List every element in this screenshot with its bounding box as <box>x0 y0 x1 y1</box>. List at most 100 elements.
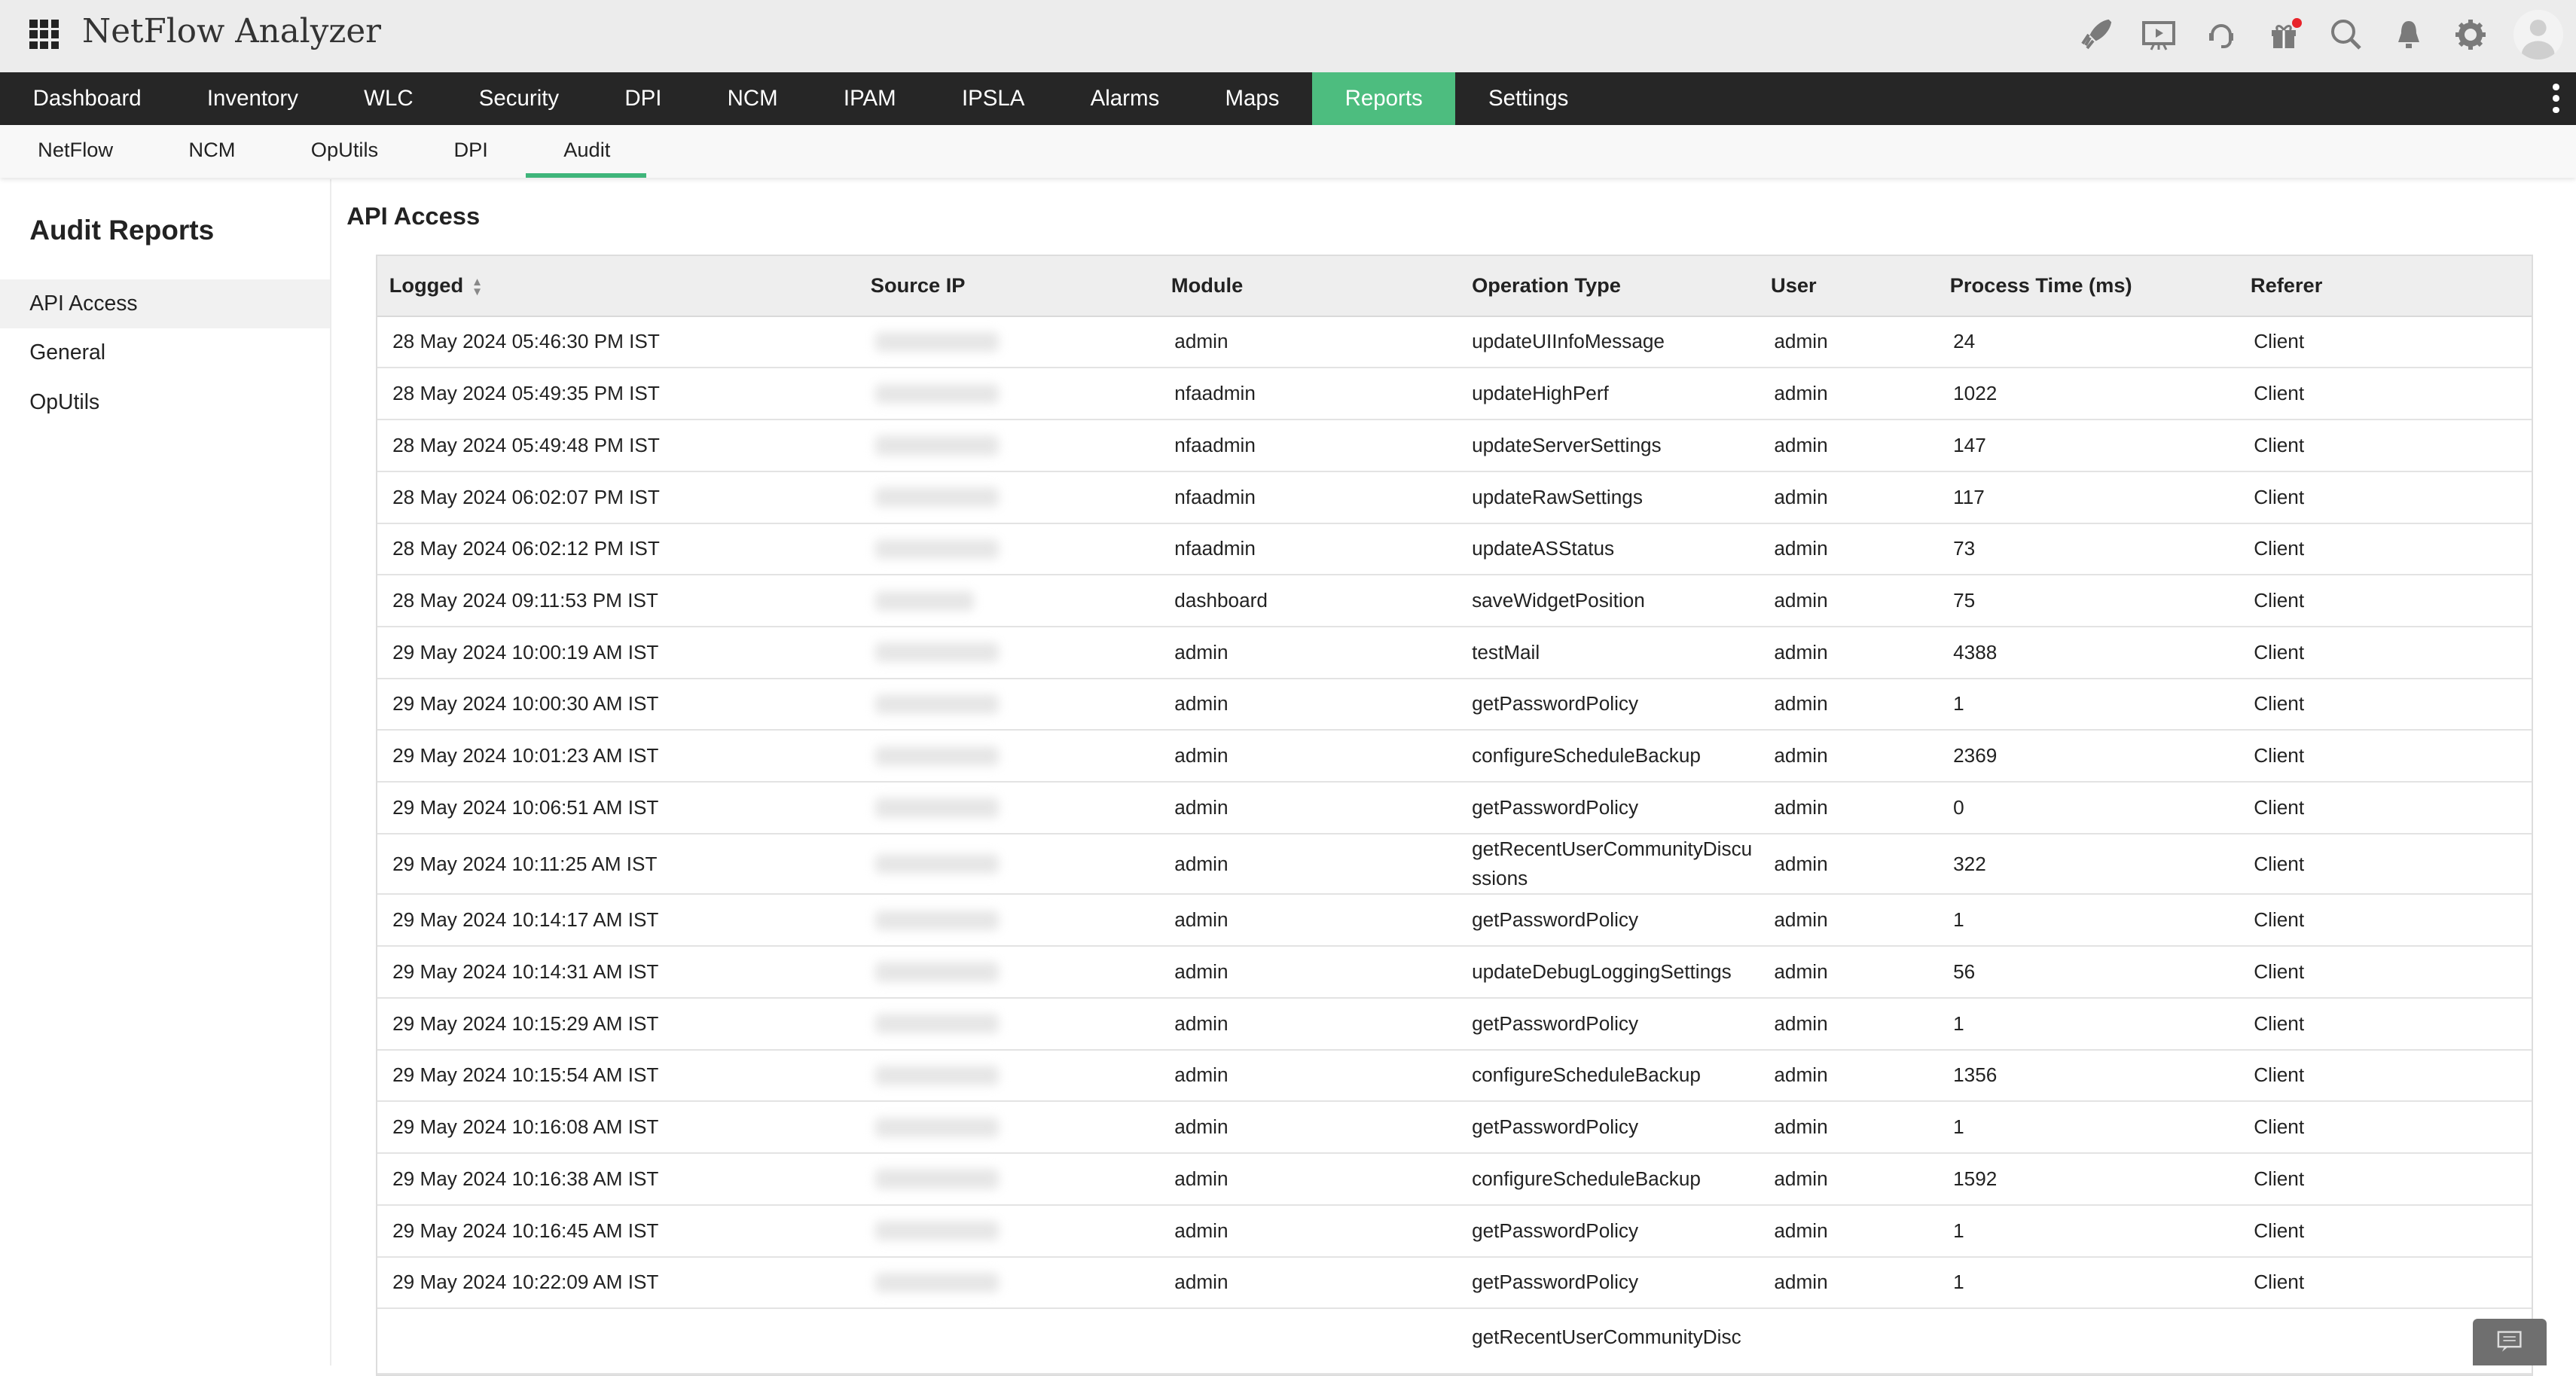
search-icon[interactable] <box>2327 15 2366 54</box>
nav-item-ncm[interactable]: NCM <box>727 85 778 111</box>
cell-referer: Client <box>2239 1153 2532 1206</box>
cell-user: admin <box>1759 1049 1939 1103</box>
sort-icon[interactable]: ▲ ▼ <box>472 276 484 299</box>
cell-source-ip-redacted <box>859 730 1160 783</box>
cell-logged: 28 May 2024 06:02:07 PM IST <box>377 471 859 524</box>
table-row[interactable]: 29 May 2024 10:00:30 AM IST admin getPassw… <box>377 678 2532 731</box>
redacted-ip <box>875 1065 999 1086</box>
cell-process-time: 1 <box>1938 997 2239 1051</box>
cell-referer: Client <box>2239 471 2532 524</box>
cell-user: admin <box>1759 678 1939 731</box>
table-row[interactable]: 29 May 2024 10:22:09 AM IST admin getPassw… <box>377 1256 2532 1310</box>
column-header-operation-type[interactable]: Operation Type <box>1460 256 1760 317</box>
tab-oputils[interactable]: OpUtils <box>310 137 379 161</box>
notification-dot <box>2291 17 2302 29</box>
column-header-label: Process Time (ms) <box>1949 273 2132 297</box>
cell-source-ip-redacted <box>859 997 1160 1051</box>
table-row[interactable]: 29 May 2024 10:14:17 AM IST admin getPassw… <box>377 894 2532 947</box>
nav-item-inventory[interactable]: Inventory <box>206 85 298 111</box>
cell-user: admin <box>1759 523 1939 576</box>
rocket-icon[interactable] <box>2077 15 2116 54</box>
nav-item-maps[interactable]: Maps <box>1225 85 1280 111</box>
cell-user: admin <box>1759 471 1939 524</box>
cell-referer: Client <box>2239 368 2532 421</box>
main-content: API Access Logged ▲ ▼ Source IP Module Operat… <box>331 178 2576 1376</box>
cell-referer: Client <box>2239 894 2532 947</box>
tab-audit[interactable]: Audit <box>526 125 647 178</box>
column-header-referer[interactable]: Referer <box>2239 256 2532 317</box>
bell-icon[interactable] <box>2388 15 2428 54</box>
gift-icon[interactable] <box>2264 15 2303 54</box>
cell-logged: 29 May 2024 10:16:38 AM IST <box>377 1153 859 1206</box>
table-row[interactable]: 28 May 2024 05:49:35 PM IST nfaadmin updat… <box>377 368 2532 421</box>
redacted-ip <box>875 798 999 818</box>
table-row[interactable]: 29 May 2024 10:01:23 AM IST admin configur… <box>377 730 2532 783</box>
table-row[interactable]: 29 May 2024 10:06:51 AM IST admin getPassw… <box>377 782 2532 834</box>
table-row[interactable]: 29 May 2024 10:16:08 AM IST admin getPassw… <box>377 1101 2532 1155</box>
cell-logged: 29 May 2024 10:00:30 AM IST <box>377 678 859 731</box>
redacted-ip <box>875 539 999 559</box>
table-row[interactable]: 29 May 2024 10:15:29 AM IST admin getPassw… <box>377 997 2532 1051</box>
cell-logged: 29 May 2024 10:06:51 AM IST <box>377 782 859 834</box>
tab-dpi[interactable]: DPI <box>453 137 488 161</box>
nav-item-settings[interactable]: Settings <box>1488 85 1569 111</box>
table-row[interactable]: getRecentUserCommunityDisc <box>377 1308 2532 1374</box>
sidebar-item-api-access[interactable]: API Access <box>0 279 331 329</box>
column-header-logged[interactable]: Logged ▲ ▼ <box>377 256 859 317</box>
table-row[interactable]: 29 May 2024 10:14:31 AM IST admin updateDe… <box>377 946 2532 999</box>
column-header-label: Module <box>1170 273 1244 297</box>
redacted-ip <box>875 1169 999 1189</box>
chat-button[interactable] <box>2472 1319 2547 1365</box>
cell-user: admin <box>1759 316 1939 369</box>
app-grid-icon[interactable] <box>29 20 60 50</box>
table-row[interactable]: 29 May 2024 10:16:45 AM IST admin getPassw… <box>377 1204 2532 1258</box>
table-row[interactable]: 28 May 2024 06:02:07 PM IST nfaadmin updat… <box>377 471 2532 524</box>
cell-module: admin <box>1159 1049 1460 1103</box>
gear-icon[interactable] <box>2451 15 2490 54</box>
nav-item-security[interactable]: Security <box>478 85 560 111</box>
nav-item-alarms[interactable]: Alarms <box>1090 85 1160 111</box>
cell-user: admin <box>1759 782 1939 834</box>
tab-ncm[interactable]: NCM <box>188 137 236 161</box>
column-header-module[interactable]: Module <box>1159 256 1460 317</box>
cell-module: admin <box>1159 782 1460 834</box>
cell-module: admin <box>1159 997 1460 1051</box>
table-row[interactable]: 29 May 2024 10:15:54 AM IST admin configur… <box>377 1049 2532 1103</box>
column-header-user[interactable]: User <box>1759 256 1939 317</box>
cell-process-time: 56 <box>1938 946 2239 999</box>
cell-logged: 29 May 2024 10:14:31 AM IST <box>377 946 859 999</box>
redacted-ip <box>875 1221 999 1241</box>
table-row[interactable]: 28 May 2024 05:46:30 PM IST admin updateUI… <box>377 316 2532 369</box>
table-row[interactable]: 29 May 2024 10:16:38 AM IST admin configur… <box>377 1153 2532 1206</box>
nav-item-wlc[interactable]: WLC <box>364 85 414 111</box>
table-row[interactable]: 29 May 2024 10:00:19 AM IST admin testMail… <box>377 626 2532 679</box>
headset-icon[interactable] <box>2202 15 2241 54</box>
table-row[interactable]: 28 May 2024 06:02:12 PM IST nfaadmin updat… <box>377 523 2532 576</box>
cell-logged: 29 May 2024 10:11:25 AM IST <box>377 833 859 895</box>
nav-item-dashboard[interactable]: Dashboard <box>32 85 142 111</box>
nav-item-ipsla[interactable]: IPSLA <box>961 85 1025 111</box>
tab-netflow[interactable]: NetFlow <box>38 137 114 161</box>
column-header-source-ip[interactable]: Source IP <box>859 256 1160 317</box>
cell-source-ip-redacted <box>859 678 1160 731</box>
redacted-ip <box>875 1014 999 1034</box>
redacted-ip <box>875 487 999 508</box>
nav-item-ipam[interactable]: IPAM <box>843 85 896 111</box>
presentation-icon[interactable] <box>2139 15 2178 54</box>
more-menu-icon[interactable] <box>2553 84 2560 114</box>
cell-source-ip-redacted <box>859 1049 1160 1103</box>
cell-referer: Client <box>2239 1049 2532 1103</box>
nav-item-dpi[interactable]: DPI <box>624 85 662 111</box>
table-row[interactable]: 29 May 2024 10:11:25 AM IST admin getRecen… <box>377 833 2532 895</box>
cell-logged: 28 May 2024 05:46:30 PM IST <box>377 316 859 369</box>
redacted-ip <box>875 910 999 930</box>
table-row[interactable]: 28 May 2024 09:11:53 PM IST dashboard save… <box>377 575 2532 627</box>
column-header-process-time-ms[interactable]: Process Time (ms) <box>1938 256 2239 317</box>
cell-process-time: 0 <box>1938 782 2239 834</box>
sidebar-item-oputils[interactable]: OpUtils <box>29 389 100 414</box>
sidebar-item-general[interactable]: General <box>29 340 106 365</box>
cell-operation-type: testMail <box>1460 626 1760 679</box>
nav-item-reports[interactable]: Reports <box>1312 72 1456 125</box>
table-row[interactable]: 28 May 2024 05:49:48 PM IST nfaadmin updat… <box>377 420 2532 472</box>
user-avatar-icon[interactable] <box>2513 10 2563 59</box>
